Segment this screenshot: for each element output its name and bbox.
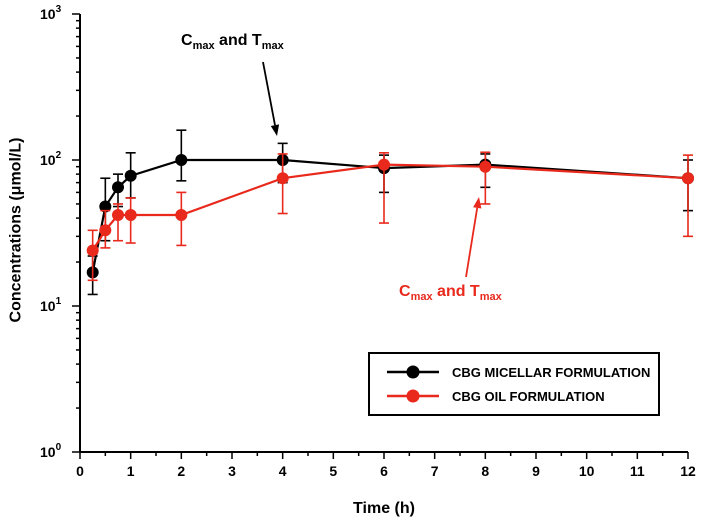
x-tick-label: 0 [76, 463, 84, 479]
annotation-arrow [262, 61, 280, 136]
annotation-text: and T [432, 283, 480, 300]
annotation-subscript: max [410, 291, 433, 303]
legend-item-oil: CBG OIL FORMULATION [384, 384, 658, 408]
data-point [682, 172, 694, 185]
y-tick-label: 103 [40, 4, 62, 22]
x-tick-label: 8 [481, 463, 489, 479]
arrow-shaft [262, 61, 276, 126]
annotation-text: C [181, 32, 193, 49]
data-point [276, 172, 289, 185]
y-tick-label: 101 [40, 296, 62, 314]
x-tick-label: 2 [177, 463, 185, 479]
data-point [479, 160, 492, 173]
y-axis-title: Concentrations (μmol/L) [7, 137, 24, 323]
data-point [124, 209, 137, 221]
legend: CBG MICELLAR FORMULATION CBG OIL FORMULA… [368, 352, 660, 416]
annotation-subscript: max [192, 40, 215, 52]
ticks [72, 13, 689, 459]
data-point [175, 209, 188, 221]
annotation-arrow [465, 197, 482, 278]
data-point [112, 209, 124, 221]
arrow-shaft [465, 207, 479, 278]
x-tick-label: 10 [579, 463, 595, 479]
legend-circle-icon [406, 389, 420, 403]
arrow-head [270, 124, 280, 136]
annotation-text: C [399, 283, 411, 300]
y-tick-label: 102 [40, 150, 62, 168]
x-tick-label: 11 [630, 463, 645, 479]
data-point [378, 158, 390, 171]
legend-circle-icon [406, 365, 420, 379]
y-tick-label: 100 [40, 442, 62, 460]
legend-label-micellar: CBG MICELLAR FORMULATION [452, 364, 651, 380]
x-axis-title: Time (h) [353, 500, 415, 517]
x-tick-label: 7 [431, 463, 439, 479]
annotation-cmax-tmax-oil: Cmax and Tmax [399, 283, 502, 303]
x-tick-label: 6 [380, 463, 388, 479]
x-tick-label: 4 [279, 463, 287, 479]
data-point [124, 169, 137, 182]
y-axis-title-wrap: Concentrations (μmol/L) [2, 0, 30, 460]
legend-item-micellar: CBG MICELLAR FORMULATION [384, 360, 658, 384]
x-tick-label: 3 [228, 463, 236, 479]
legend-marker-micellar [387, 365, 439, 379]
data-point [175, 154, 188, 166]
annotation-subscript: max [261, 40, 284, 52]
annotation-subscript: max [479, 291, 502, 303]
data-point [86, 244, 99, 257]
data-point [99, 200, 112, 213]
annotation-text: and T [214, 32, 262, 49]
legend-label-oil: CBG OIL FORMULATION [452, 388, 605, 404]
x-tick-label: 9 [532, 463, 540, 479]
x-tick-label: 1 [127, 463, 135, 479]
data-point [99, 224, 112, 237]
data-point [112, 181, 124, 194]
x-tick-label: 12 [680, 463, 696, 479]
arrow-head [473, 197, 482, 209]
annotation-cmax-tmax-micellar: Cmax and Tmax [181, 32, 284, 52]
series-oil [86, 151, 694, 282]
legend-marker-oil [387, 389, 439, 403]
x-tick-label: 5 [329, 463, 337, 479]
